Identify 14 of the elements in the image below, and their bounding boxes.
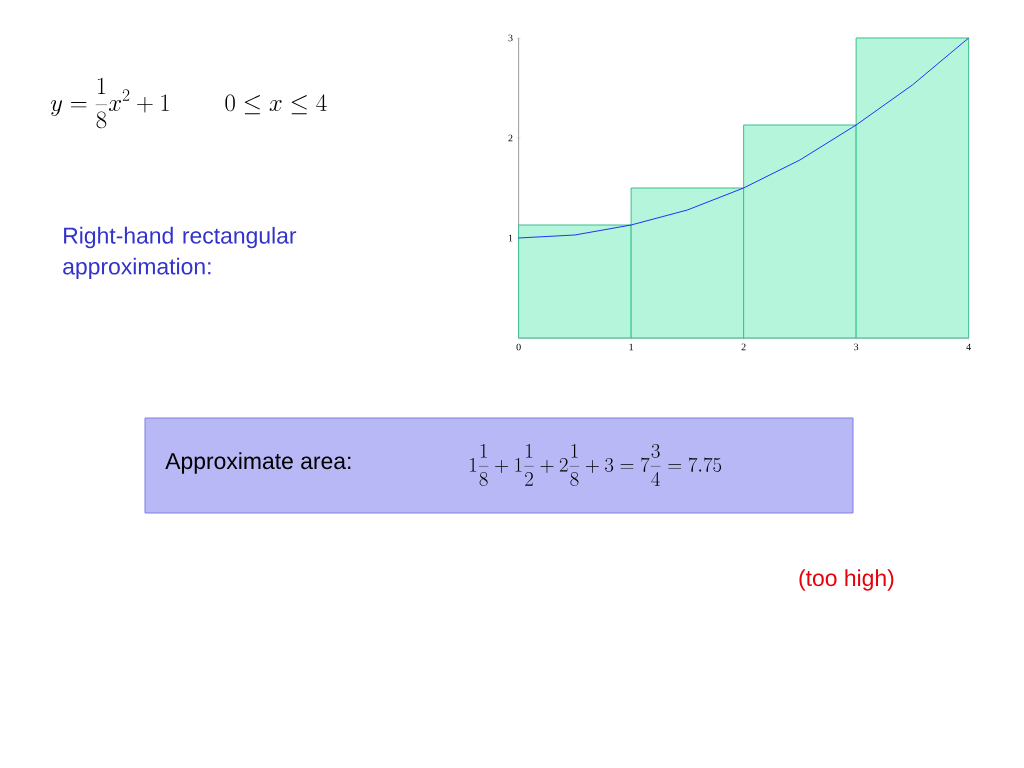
- text: (too high): [799, 569, 894, 591]
- text: $y=\frac{1}{8}x^{2}+1\qquad 0\le x\le 4$: [50, 77, 327, 129]
- x-tick-label: 4: [966, 343, 971, 351]
- text: Right-hand rectangular approximation:: [63, 226, 297, 280]
- x-tick-label: 1: [629, 343, 634, 351]
- x-tick-label: 3: [854, 343, 859, 351]
- x-tick-label: 2: [741, 343, 746, 351]
- y-tick-label: 3: [508, 34, 513, 42]
- y-tick-label: 1: [508, 234, 513, 242]
- text: Approximate area:: [165, 452, 351, 474]
- x-tick-label: 0: [516, 343, 521, 351]
- text: $1\frac{1}{8}+1\frac{1}{2}+2\frac{1}{8}+3=7\frac{3}{4}=7.75$: [470, 443, 722, 487]
- y-tick-label: 2: [508, 134, 513, 142]
- line-series: [518, 37, 970, 239]
